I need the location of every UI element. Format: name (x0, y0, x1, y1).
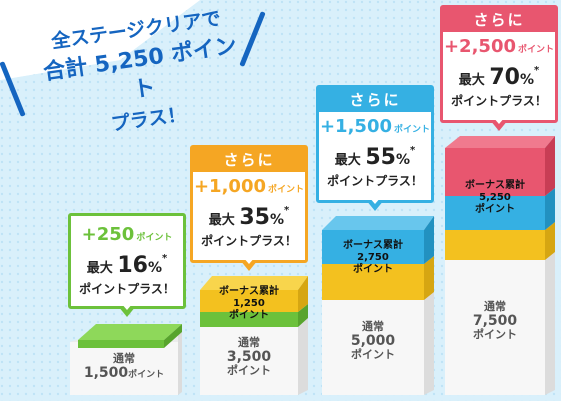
bonus-total-stage3: ボーナス累計 2,750 ポイント (322, 240, 424, 276)
percent-unit: % (395, 152, 410, 168)
callout-stage4: さらに +2,500 ポイント 最大 70%* ポイントプラス！ (440, 5, 558, 131)
base-label-stage3: 通常 5,000 ポイント (322, 320, 424, 362)
percent-unit: % (269, 212, 284, 228)
bonus-unit: ポイント (136, 233, 173, 243)
plus-text: ポイントプラス！ (201, 234, 297, 248)
asterisk: * (533, 65, 540, 76)
bonus-unit: ポイント (394, 125, 431, 135)
bonus-total-unit: ポイント (475, 204, 515, 215)
max-label: 最大 (208, 213, 235, 228)
callout-stage3: さらに +1,500 ポイント 最大 55%* ポイントプラス！ (316, 85, 434, 211)
asterisk: * (409, 145, 416, 156)
block-stage2 (200, 276, 308, 395)
base-value: 5,000 (350, 333, 396, 349)
block-stage1 (70, 324, 182, 395)
base-unit: ポイント (351, 348, 395, 361)
bonus-value: +1,500 (319, 116, 392, 137)
max-percent: 35 (239, 205, 270, 230)
callout-tag: さらに (443, 8, 555, 32)
base-value: 7,500 (472, 313, 518, 329)
bonus-total-value: 2,750 (357, 252, 389, 263)
base-unit: ポイント (473, 328, 517, 341)
plus-text: ポイントプラス！ (451, 94, 547, 108)
callout-tag: さらに (193, 148, 305, 172)
asterisk: * (161, 253, 168, 264)
callout-stage2: さらに +1,000 ポイント 最大 35%* ポイントプラス！ (190, 145, 308, 271)
max-percent: 70 (489, 65, 520, 90)
plus-text: ポイントプラス！ (79, 282, 175, 296)
bonus-total-unit: ポイント (229, 310, 269, 321)
bonus-value: +2,500 (443, 36, 516, 57)
bonus-unit: ポイント (268, 185, 305, 195)
base-label-stage2: 通常 3,500 ポイント (200, 336, 298, 378)
bonus-total-value: 1,250 (233, 298, 265, 309)
block-stage3 (322, 216, 434, 395)
bonus-total-stage4: ボーナス累計 5,250 ポイント (445, 180, 545, 216)
max-label: 最大 (334, 153, 361, 168)
bonus-total-label: ボーナス累計 (343, 240, 403, 251)
base-label: 通常 (484, 300, 506, 313)
bonus-total-label: ボーナス累計 (219, 286, 279, 297)
base-unit: ポイント (128, 370, 165, 380)
max-label: 最大 (458, 73, 485, 88)
base-label: 通常 (238, 336, 260, 349)
asterisk: * (283, 205, 290, 216)
base-label: 通常 (362, 320, 384, 333)
bonus-value: +250 (81, 224, 135, 245)
base-value: 3,500 (226, 349, 272, 365)
base-label: 通常 (113, 352, 135, 365)
callout-stage1: +250 ポイント 最大 16%* ポイントプラス！ (68, 213, 186, 317)
block-stage4 (445, 136, 555, 395)
base-unit: ポイント (227, 364, 271, 377)
bonus-unit: ポイント (518, 45, 555, 55)
max-percent: 55 (365, 145, 396, 170)
bonus-total-stage2: ボーナス累計 1,250 ポイント (200, 286, 298, 322)
base-value: 1,500 (83, 365, 129, 381)
bonus-total-unit: ポイント (353, 264, 393, 275)
percent-unit: % (519, 72, 534, 88)
bonus-value: +1,000 (193, 176, 266, 197)
bonus-total-value: 5,250 (479, 192, 511, 203)
bonus-total-label: ボーナス累計 (465, 180, 525, 191)
callout-tag: さらに (319, 88, 431, 112)
base-label-stage1: 通常 1,500ポイント (76, 352, 172, 382)
max-percent: 16 (117, 253, 148, 278)
percent-unit: % (147, 260, 162, 276)
base-label-stage4: 通常 7,500 ポイント (445, 300, 545, 342)
max-label: 最大 (86, 261, 113, 276)
plus-text: ポイントプラス！ (327, 174, 423, 188)
